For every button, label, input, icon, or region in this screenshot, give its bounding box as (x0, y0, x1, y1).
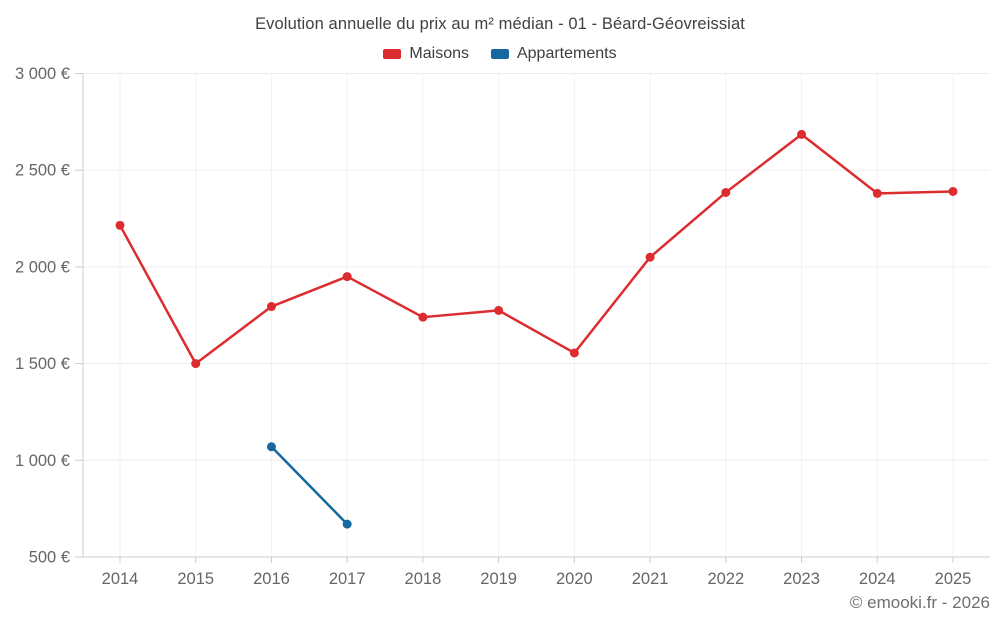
x-axis-tick-label: 2024 (859, 570, 896, 588)
legend-item-appartements[interactable]: Appartements (490, 45, 617, 63)
maisons-point-2015[interactable] (191, 359, 201, 369)
appartements-point-2017[interactable] (342, 519, 352, 529)
x-axis-tick-label: 2018 (405, 570, 442, 588)
maisons-point-2016[interactable] (266, 302, 276, 312)
x-axis-tick-label: 2016 (253, 570, 290, 588)
chart-title: Evolution annuelle du prix au m² médian … (255, 15, 745, 33)
y-axis-tick-label: 2 500 € (15, 162, 70, 180)
copyright-footer: © emooki.fr - 2026 (849, 593, 990, 612)
x-axis-tick-label: 2025 (935, 570, 972, 588)
maisons-point-2014[interactable] (115, 220, 125, 230)
x-axis-tick-label: 2014 (102, 570, 139, 588)
y-axis-tick-label: 1 500 € (15, 355, 70, 373)
maisons-point-2023[interactable] (797, 129, 807, 139)
maisons-point-2017[interactable] (342, 272, 352, 282)
chart-legend: Maisons Appartements (0, 45, 1000, 63)
y-axis-tick-label: 1 000 € (15, 452, 70, 470)
maisons-point-2022[interactable] (721, 187, 731, 197)
x-axis-tick-label: 2021 (632, 570, 669, 588)
legend-swatch-maisons-icon (383, 49, 402, 59)
series-line-appartements (270, 445, 349, 526)
x-axis-tick-label: 2015 (177, 570, 214, 588)
maisons-point-2020[interactable] (569, 348, 579, 358)
y-axis-tick-label: 2 000 € (15, 258, 70, 276)
x-axis-tick-label: 2017 (329, 570, 366, 588)
y-axis-tick-label: 500 € (29, 549, 70, 567)
x-axis-tick-label: 2022 (707, 570, 744, 588)
maisons-point-2019[interactable] (494, 305, 504, 315)
legend-label-maisons: Maisons (409, 45, 469, 62)
legend-swatch-appartements-icon (490, 49, 509, 59)
maisons-point-2018[interactable] (418, 312, 428, 322)
maisons-point-2024[interactable] (872, 188, 882, 198)
y-axis-tick-label: 3 000 € (15, 65, 70, 83)
series-line-maisons (118, 133, 955, 365)
maisons-point-2025[interactable] (948, 186, 958, 196)
legend-label-appartements: Appartements (516, 45, 617, 62)
appartements-point-2016[interactable] (266, 442, 276, 452)
legend-item-maisons[interactable]: Maisons (383, 45, 469, 63)
maisons-point-2021[interactable] (645, 252, 655, 262)
x-axis-tick-label: 2019 (480, 570, 517, 588)
x-axis-tick-label: 2023 (783, 570, 820, 588)
x-axis-tick-label: 2020 (556, 570, 593, 588)
